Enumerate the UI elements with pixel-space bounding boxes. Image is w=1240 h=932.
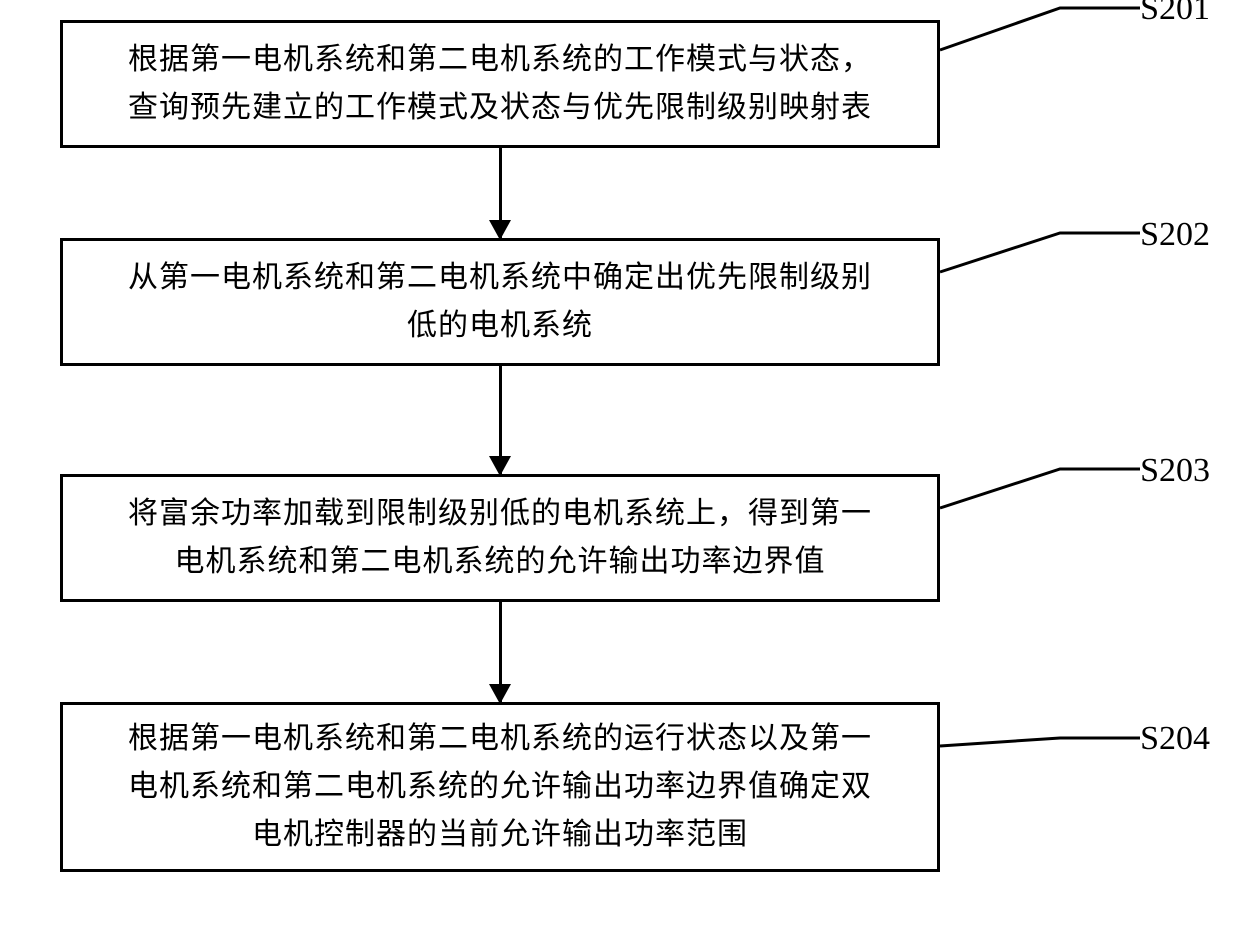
step-label-3: S203 xyxy=(1140,452,1210,490)
arrow-head-icon xyxy=(489,220,511,240)
box-text-line: 电机系统和第二电机系统的允许输出功率边界值 xyxy=(175,538,826,586)
arrow-line xyxy=(499,602,502,702)
flowchart-box-1: 根据第一电机系统和第二电机系统的工作模式与状态， 查询预先建立的工作模式及状态与… xyxy=(60,20,940,148)
box-text-line: 根据第一电机系统和第二电机系统的工作模式与状态， xyxy=(128,36,872,84)
arrow-head-icon xyxy=(489,456,511,476)
box-text-line: 根据第一电机系统和第二电机系统的运行状态以及第一 xyxy=(128,715,872,763)
connector-3 xyxy=(60,602,940,702)
box-text-line: 将富余功率加载到限制级别低的电机系统上，得到第一 xyxy=(128,490,872,538)
step-row-3: 将富余功率加载到限制级别低的电机系统上，得到第一 电机系统和第二电机系统的允许输… xyxy=(60,474,1180,602)
box-text-line: 查询预先建立的工作模式及状态与优先限制级别映射表 xyxy=(128,84,872,132)
box-text-line: 从第一电机系统和第二电机系统中确定出优先限制级别 xyxy=(128,254,872,302)
step-row-2: 从第一电机系统和第二电机系统中确定出优先限制级别 低的电机系统 S202 xyxy=(60,238,1180,366)
connector-1 xyxy=(60,148,940,238)
arrow-line xyxy=(499,366,502,474)
box-text-line: 电机系统和第二电机系统的允许输出功率边界值确定双 xyxy=(128,763,872,811)
box-text-line: 电机控制器的当前允许输出功率范围 xyxy=(252,811,748,859)
step-label-2: S202 xyxy=(1140,216,1210,254)
leader-line-1 xyxy=(940,20,1180,105)
step-label-4: S204 xyxy=(1140,720,1210,758)
step-row-4: 根据第一电机系统和第二电机系统的运行状态以及第一 电机系统和第二电机系统的允许输… xyxy=(60,702,1180,872)
flowchart-box-3: 将富余功率加载到限制级别低的电机系统上，得到第一 电机系统和第二电机系统的允许输… xyxy=(60,474,940,602)
flowchart-box-2: 从第一电机系统和第二电机系统中确定出优先限制级别 低的电机系统 xyxy=(60,238,940,366)
flowchart-container: 根据第一电机系统和第二电机系统的工作模式与状态， 查询预先建立的工作模式及状态与… xyxy=(60,20,1180,872)
arrow-line xyxy=(499,148,502,238)
step-label-1: S201 xyxy=(1140,0,1210,28)
connector-2 xyxy=(60,366,940,474)
step-row-1: 根据第一电机系统和第二电机系统的工作模式与状态， 查询预先建立的工作模式及状态与… xyxy=(60,20,1180,148)
arrow-head-icon xyxy=(489,684,511,704)
box-text-line: 低的电机系统 xyxy=(407,302,593,350)
flowchart-box-4: 根据第一电机系统和第二电机系统的运行状态以及第一 电机系统和第二电机系统的允许输… xyxy=(60,702,940,872)
